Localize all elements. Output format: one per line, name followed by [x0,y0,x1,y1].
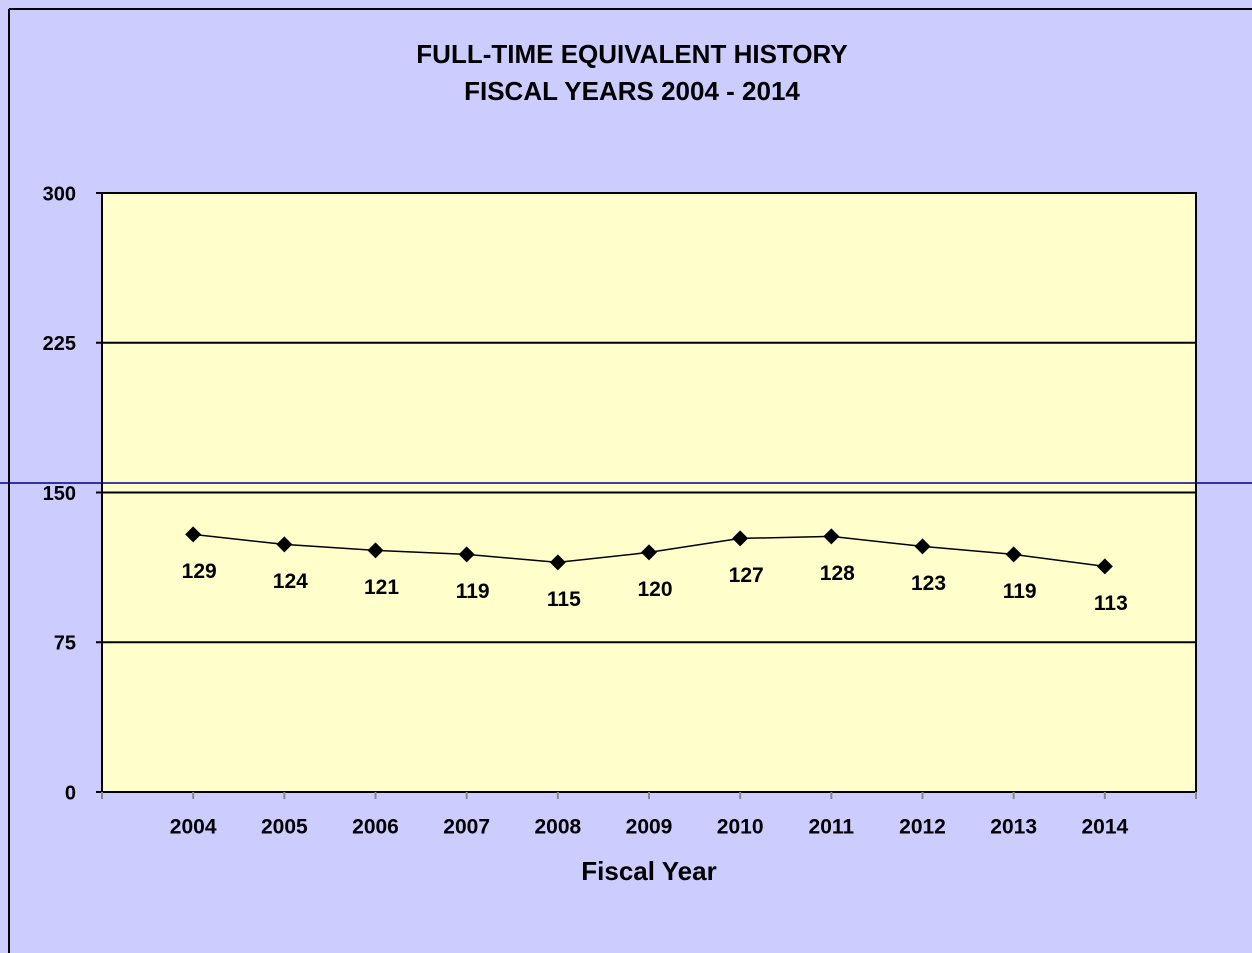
data-label: 113 [1094,592,1128,615]
data-point [914,538,931,555]
x-tick-label: 2010 [717,816,764,839]
chart-title: FULL-TIME EQUIVALENT HISTORY [416,39,847,69]
x-tick-label: 2004 [170,816,217,839]
y-tick-label: 150 [43,483,76,505]
data-point [823,528,840,545]
data-label: 128 [820,562,855,585]
y-tick-label: 75 [54,633,76,655]
data-point [367,542,384,559]
data-label: 121 [364,576,399,599]
data-point [549,554,566,571]
data-point [185,526,202,543]
x-tick-label: 2012 [899,816,946,839]
data-label: 120 [637,578,672,601]
x-tick-label: 2007 [443,816,490,839]
data-label: 115 [547,588,581,611]
data-label: 119 [1003,580,1037,603]
x-tick-label: 2014 [1081,816,1128,839]
y-tick-label: 225 [43,333,76,355]
y-tick-label: 0 [65,782,76,804]
data-label: 124 [273,570,308,593]
x-axis-label: Fiscal Year [581,856,716,886]
data-label: 129 [182,560,217,583]
data-point [1005,546,1022,563]
data-point [458,546,475,563]
x-tick-label: 2005 [261,816,308,839]
data-point [1096,558,1113,575]
data-label: 127 [729,564,764,587]
x-tick-label: 2009 [626,816,673,839]
data-point [276,536,293,553]
data-point [732,530,749,547]
chart-subtitle: FISCAL YEARS 2004 - 2014 [464,76,800,106]
x-tick-label: 2013 [990,816,1037,839]
x-tick-label: 2011 [809,816,855,839]
data-point [641,544,657,561]
data-label: 123 [911,572,946,595]
data-label: 119 [456,580,490,603]
y-tick-label: 300 [43,183,76,205]
x-tick-label: 2006 [352,816,399,839]
x-tick-label: 2008 [534,816,581,839]
